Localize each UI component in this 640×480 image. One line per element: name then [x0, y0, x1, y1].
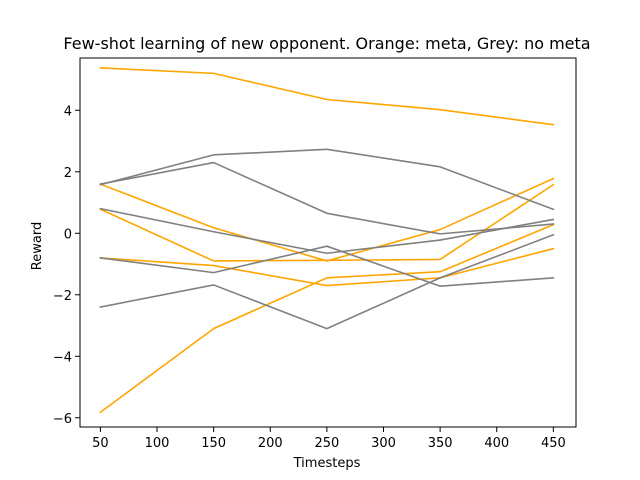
x-tick-label: 250: [314, 436, 339, 451]
x-tick-label: 350: [428, 436, 453, 451]
series-line-no-meta-8: [99, 207, 555, 255]
axes: [79, 57, 577, 428]
y-axis-ticks: −6 −4 −2 0 2 4: [53, 104, 80, 427]
series-line-meta-2: [99, 177, 555, 262]
y-tick-label: −2: [53, 289, 72, 304]
y-tick-label: −4: [53, 350, 72, 365]
x-axis-ticks: 50 100 150 200 250 300 350 400 450: [92, 427, 566, 451]
series-line-meta-1: [99, 67, 555, 126]
y-tick-label: 4: [64, 104, 72, 119]
x-tick-label: 150: [201, 436, 226, 451]
x-tick-label: 100: [145, 436, 170, 451]
series-layer: [99, 67, 555, 414]
x-tick-label: 450: [541, 436, 566, 451]
series-line-no-meta-7: [99, 161, 555, 235]
series-line-no-meta-10: [99, 233, 555, 330]
y-tick-label: −6: [53, 412, 72, 427]
y-tick-label: 0: [64, 227, 72, 242]
x-tick-label: 50: [92, 436, 109, 451]
y-axis-label: Reward: [30, 222, 45, 270]
series-line-meta-3: [99, 183, 555, 262]
x-tick-label: 300: [371, 436, 396, 451]
chart-title: Few-shot learning of new opponent. Orang…: [63, 34, 590, 53]
series-line-meta-5: [99, 223, 555, 414]
series-line-no-meta-9: [99, 245, 555, 287]
x-tick-label: 400: [484, 436, 509, 451]
x-tick-label: 200: [258, 436, 283, 451]
plot-frame: [79, 57, 577, 428]
series-line-meta-4: [99, 247, 555, 287]
x-axis-label: Timesteps: [293, 456, 361, 471]
y-tick-label: 2: [64, 166, 72, 181]
series-line-no-meta-6: [99, 148, 555, 211]
